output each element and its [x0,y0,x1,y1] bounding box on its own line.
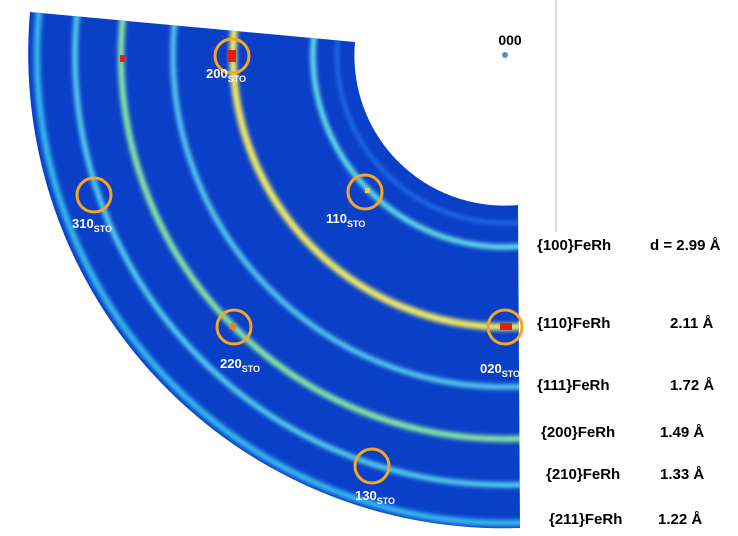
bragg-peak [120,55,125,62]
bragg-peak [230,323,236,329]
spot-label: 310STO [72,216,112,234]
spot-subscript: STO [94,224,112,234]
spot-marker [75,176,113,214]
spot-index: 200 [206,66,228,81]
ring-label: {211}FeRh [549,511,622,528]
spot-marker [346,173,384,211]
d-spacing: 1.22 Å [658,511,702,528]
spot-marker [215,308,253,346]
ring [310,12,521,250]
spot-label: 130STO [355,488,395,506]
spot-subscript: STO [377,496,395,506]
spot-marker [213,37,251,75]
d-spacing: 1.72 Å [670,377,714,394]
ring-label: {111}FeRh [537,377,610,394]
spot-subscript: STO [347,219,365,229]
spot-subscript: STO [242,364,260,374]
spot-label: 110STO [326,211,365,229]
origin-dot [502,52,508,58]
d-spacing: d = 2.99 Å [650,237,721,254]
origin-label: 000 [498,32,522,48]
spot-index: 220 [220,356,242,371]
bragg-peak [228,50,236,62]
spot-index: 020 [480,361,502,376]
ring [72,12,521,488]
ring-label: {200}FeRh [541,424,615,441]
spot-marker [486,308,524,346]
spot-subscript: STO [502,369,520,379]
spot-markers [75,37,524,485]
ring-label: {210}FeRh [546,466,620,483]
bragg-peak [365,188,370,193]
ring [170,12,521,390]
spot-label: 020STO [480,361,520,379]
spot-label: 220STO [220,356,260,374]
spot-label: 200STO [206,66,246,84]
spot-subscript: STO [228,74,246,84]
spot-index: 130 [355,488,377,503]
bragg-peak [500,323,512,330]
spot-index: 310 [72,216,94,231]
ring-label: {100}FeRh [537,237,611,254]
ring-labels: {100}FeRh d = 2.99 Å {110}FeRh 2.11 Å {111}F… [537,237,721,528]
d-spacing: 1.33 Å [660,466,704,483]
ring-label: {110}FeRh [537,315,610,332]
ring [34,12,521,526]
spot-index: 110 [326,211,347,226]
d-spacing: 1.49 Å [660,424,704,441]
spot-marker [353,447,391,485]
ring [335,12,521,225]
d-spacing: 2.11 Å [670,315,714,332]
